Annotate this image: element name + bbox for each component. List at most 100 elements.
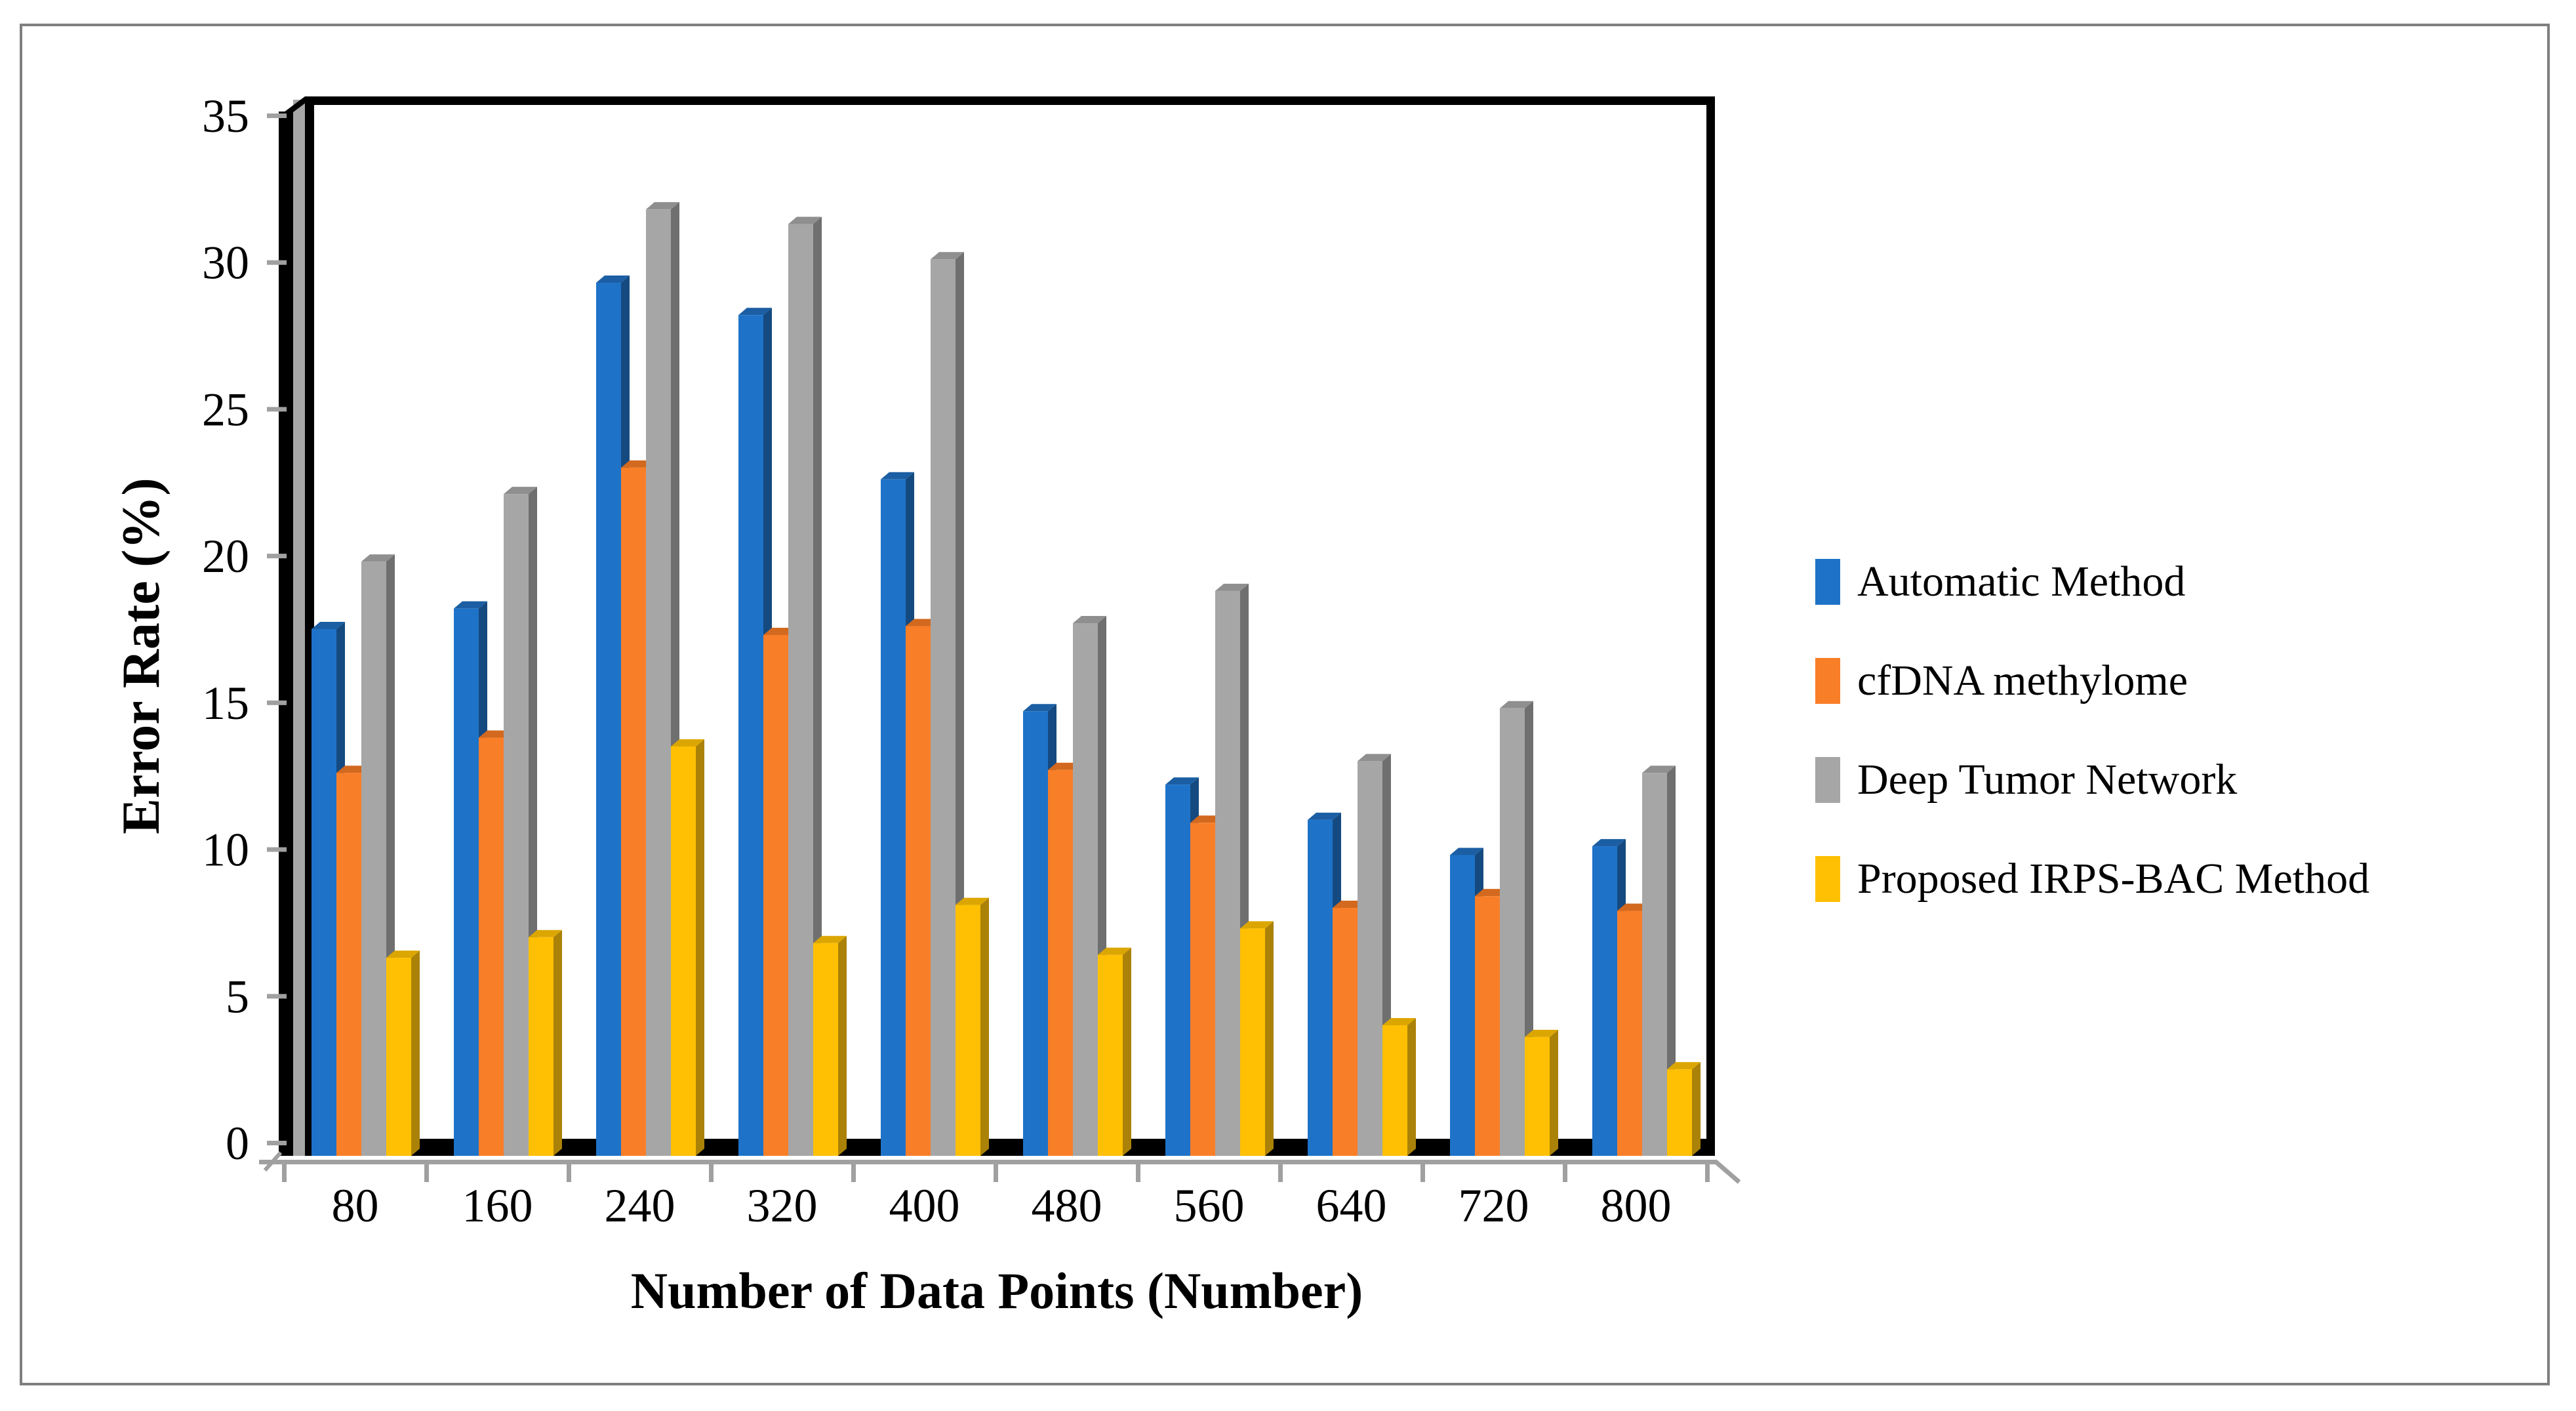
wall-foot-diagonal <box>263 1151 283 1172</box>
y-axis-tick <box>267 407 287 412</box>
bar-proposed-irps-bac-method-160-side <box>553 930 562 1156</box>
x-axis-tick <box>851 1160 856 1182</box>
bar-deep-tumor-network-560-top <box>1215 583 1249 591</box>
legend-label: Deep Tumor Network <box>1857 756 2238 804</box>
y-axis-title: Error Rate (%) <box>111 478 171 834</box>
bar-automatic-method-720 <box>1450 855 1475 1156</box>
legend-label: cfDNA methylome <box>1857 657 2188 705</box>
bar-proposed-irps-bac-method-80-top <box>386 951 420 958</box>
x-axis-tick <box>1278 1160 1283 1182</box>
x-tick-label-480: 480 <box>1032 1179 1102 1232</box>
bar-cfdna-methylome-640 <box>1333 908 1358 1156</box>
bar-proposed-irps-bac-method-720-side <box>1550 1029 1558 1156</box>
bar-proposed-irps-bac-method-560 <box>1240 928 1265 1156</box>
bar-cfdna-methylome-560 <box>1190 823 1215 1156</box>
bar-deep-tumor-network-160-top <box>504 487 537 495</box>
x-axis-tick <box>282 1160 287 1182</box>
legend-item-cfdna-methylome: cfDNA methylome <box>1815 657 2369 705</box>
x-axis-tick <box>1705 1160 1710 1182</box>
bar-proposed-irps-bac-method-320-top <box>813 935 847 943</box>
x-axis-title: Number of Data Points (Number) <box>630 1262 1363 1319</box>
x-axis-tick <box>1420 1160 1425 1182</box>
bar-proposed-irps-bac-method-640-side <box>1407 1018 1416 1156</box>
bar-cfdna-methylome-80 <box>336 773 361 1156</box>
x-axis-tick <box>709 1160 714 1182</box>
bar-deep-tumor-network-320 <box>788 224 813 1156</box>
x-tick-label-80: 80 <box>332 1179 379 1232</box>
bar-automatic-method-400 <box>881 479 906 1156</box>
x-axis-tick <box>1563 1160 1567 1182</box>
bar-automatic-method-640-top <box>1308 812 1341 820</box>
x-tick-label-720: 720 <box>1459 1179 1529 1232</box>
bar-proposed-irps-bac-method-800-side <box>1692 1062 1701 1156</box>
bar-automatic-method-480 <box>1023 711 1048 1156</box>
bar-automatic-method-800 <box>1592 846 1617 1156</box>
bar-deep-tumor-network-800-side <box>1667 766 1676 1156</box>
bar-deep-tumor-network-320-top <box>788 216 822 224</box>
y-tick-label-5: 5 <box>226 970 249 1023</box>
bar-proposed-irps-bac-method-640 <box>1382 1025 1407 1156</box>
y-axis-tick <box>267 554 287 559</box>
bar-automatic-method-160 <box>454 608 479 1156</box>
bar-proposed-irps-bac-method-400-side <box>980 897 989 1156</box>
bar-cfdna-methylome-800 <box>1617 910 1642 1156</box>
bar-automatic-method-640 <box>1308 819 1333 1156</box>
bar-proposed-irps-bac-method-320-side <box>838 935 847 1156</box>
x-tick-label-800: 800 <box>1601 1179 1672 1232</box>
legend-item-automatic-method: Automatic Method <box>1815 558 2369 605</box>
bar-automatic-method-320 <box>738 315 763 1156</box>
bar-proposed-irps-bac-method-480-top <box>1098 947 1131 955</box>
bar-deep-tumor-network-640 <box>1358 761 1382 1156</box>
bar-proposed-irps-bac-method-160-top <box>529 930 562 937</box>
x-axis-tick <box>567 1160 571 1182</box>
legend-label: Proposed IRPS-BAC Method <box>1857 855 2370 903</box>
y-axis-tick <box>267 847 287 852</box>
bar-deep-tumor-network-720 <box>1500 708 1525 1156</box>
bar-automatic-method-480-top <box>1023 704 1057 712</box>
bar-deep-tumor-network-560 <box>1215 590 1240 1156</box>
bar-deep-tumor-network-400-top <box>931 252 964 260</box>
bar-proposed-irps-bac-method-240-top <box>671 739 704 746</box>
legend-swatch-icon <box>1815 658 1840 704</box>
bar-proposed-irps-bac-method-560-top <box>1240 921 1274 929</box>
bar-automatic-method-560 <box>1165 785 1190 1156</box>
bar-cfdna-methylome-160 <box>479 737 504 1156</box>
bar-proposed-irps-bac-method-720 <box>1525 1036 1550 1156</box>
y-axis-tick <box>267 113 287 118</box>
x-tick-label-240: 240 <box>605 1179 675 1232</box>
bar-proposed-irps-bac-method-640-top <box>1382 1018 1416 1026</box>
y-tick-label-10: 10 <box>202 824 249 876</box>
bar-proposed-irps-bac-method-240-side <box>696 739 704 1156</box>
bar-proposed-irps-bac-method-80-side <box>411 951 420 1156</box>
bar-automatic-method-720-top <box>1450 848 1483 855</box>
bar-proposed-irps-bac-method-800 <box>1667 1069 1692 1156</box>
legend-label: Automatic Method <box>1857 558 2186 605</box>
bar-proposed-irps-bac-method-160 <box>529 937 553 1156</box>
bar-automatic-method-400-top <box>881 472 914 480</box>
plot-top-frame <box>305 96 1715 105</box>
bar-deep-tumor-network-640-top <box>1358 754 1391 762</box>
bar-cfdna-methylome-480 <box>1048 769 1073 1156</box>
x-axis-line <box>259 1160 1716 1164</box>
bar-deep-tumor-network-240 <box>646 209 671 1156</box>
bar-cfdna-methylome-720 <box>1475 896 1500 1156</box>
bar-automatic-method-240-top <box>596 276 630 283</box>
bar-cfdna-methylome-320 <box>763 634 788 1156</box>
y-tick-label-20: 20 <box>202 530 249 583</box>
y-tick-label-35: 35 <box>202 90 249 142</box>
bar-deep-tumor-network-400 <box>931 259 956 1156</box>
bar-automatic-method-320-top <box>738 308 772 316</box>
bar-proposed-irps-bac-method-400 <box>956 905 980 1156</box>
bar-proposed-irps-bac-method-800-top <box>1667 1062 1701 1070</box>
figure-border <box>20 24 2550 1385</box>
bar-proposed-irps-bac-method-80 <box>386 958 411 1156</box>
bar-automatic-method-160-top <box>454 601 487 609</box>
bar-deep-tumor-network-720-top <box>1500 701 1533 708</box>
plot-right-frame <box>1706 96 1715 1147</box>
x-tick-label-560: 560 <box>1174 1179 1245 1232</box>
wall-front-edge <box>279 112 293 1156</box>
bar-automatic-method-560-top <box>1165 777 1199 785</box>
wall-side-face <box>293 100 305 1156</box>
